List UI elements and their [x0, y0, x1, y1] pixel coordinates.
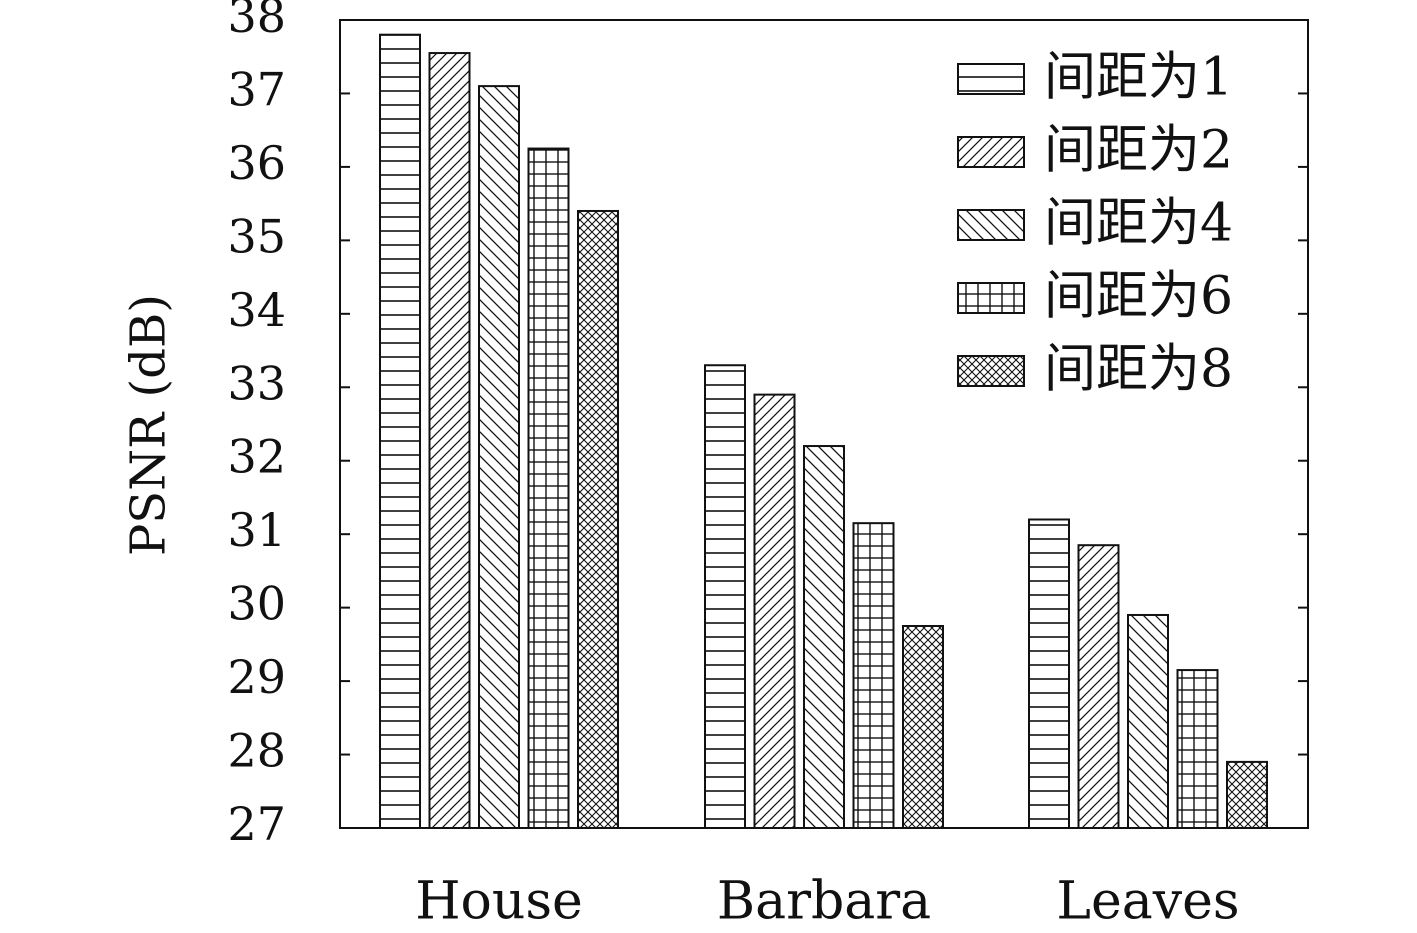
y-tick-label: 34	[227, 283, 286, 337]
legend-label: 间距为2	[1044, 121, 1233, 181]
y-tick-label: 38	[227, 0, 286, 43]
legend-swatch	[957, 209, 1025, 241]
y-axis-ticks: 27 28 29 30 31 32 33 34 35 36 37 38	[227, 0, 1308, 851]
legend-swatch	[957, 282, 1025, 314]
bar-leaves-series-5	[1226, 760, 1268, 830]
bars-group	[379, 33, 1268, 830]
y-axis-title: PSNR (dB)	[121, 294, 177, 556]
bar-barbara-series-1	[704, 364, 746, 829]
legend-label: 间距为8	[1044, 340, 1233, 400]
y-tick-label: 30	[227, 577, 286, 631]
bar-leaves-series-2	[1077, 544, 1120, 829]
bar-house-series-4	[527, 147, 570, 829]
y-tick-label: 37	[227, 62, 286, 116]
x-category-label: Barbara	[717, 872, 931, 932]
y-tick-label: 28	[227, 724, 286, 778]
y-tick-label: 35	[227, 209, 286, 263]
legend-label: 间距为1	[1044, 48, 1233, 108]
y-tick-label: 31	[227, 503, 286, 557]
bar-barbara-series-4	[852, 522, 895, 829]
y-tick-label: 33	[227, 356, 286, 410]
bar-barbara-series-2	[753, 393, 796, 829]
bar-barbara-series-5	[902, 625, 944, 829]
legend-label: 间距为4	[1044, 194, 1233, 254]
bar-leaves-series-3	[1127, 613, 1169, 829]
legend-label: 间距为6	[1044, 267, 1233, 327]
bar-leaves-series-4	[1176, 669, 1219, 830]
bar-house-series-3	[478, 85, 520, 830]
y-tick-label: 27	[227, 797, 286, 851]
bar-house-series-1	[379, 33, 421, 829]
bar-house-series-5	[577, 209, 619, 829]
x-category-label: Leaves	[1056, 872, 1239, 932]
x-axis-labels: House Barbara Leaves	[415, 872, 1239, 932]
y-tick-label: 36	[227, 136, 286, 190]
x-category-label: House	[415, 872, 583, 932]
legend-swatch	[957, 136, 1025, 168]
y-tick-label: 32	[227, 430, 286, 484]
legend-swatch	[957, 63, 1025, 95]
legend: 间距为1 间距为2 间距为4 间距为6 间距为8	[957, 48, 1233, 400]
bar-house-series-2	[428, 52, 471, 829]
legend-swatch	[957, 355, 1025, 387]
y-tick-label: 29	[227, 650, 286, 704]
bar-barbara-series-3	[803, 445, 845, 829]
bar-leaves-series-1	[1028, 518, 1070, 829]
